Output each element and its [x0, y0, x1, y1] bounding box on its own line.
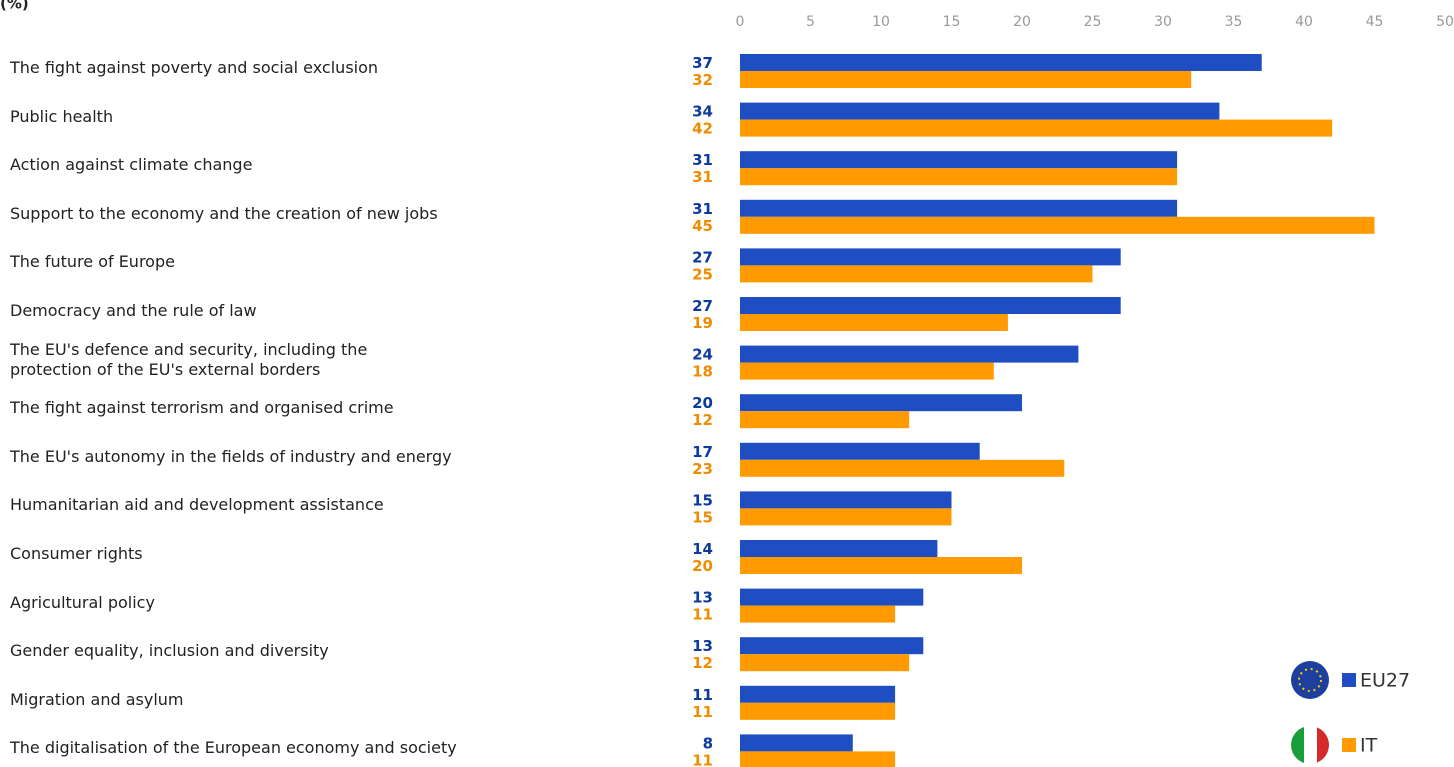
x-tick-label: 0	[736, 14, 745, 30]
bar	[740, 491, 952, 509]
bar	[740, 411, 910, 429]
bar	[740, 248, 1121, 266]
value-label: 42	[692, 120, 713, 138]
bar	[740, 265, 1093, 283]
bar	[740, 394, 1022, 412]
x-tick-label: 15	[943, 14, 961, 30]
legend-label: EU27	[1360, 670, 1410, 692]
value-label: 31	[692, 168, 713, 186]
value-label: 34	[692, 103, 713, 121]
legend-swatch	[1342, 738, 1356, 752]
value-label: 11	[692, 686, 713, 704]
value-label: 13	[692, 637, 713, 655]
value-label: 31	[692, 200, 713, 218]
value-label: 20	[692, 394, 713, 412]
category-label: Democracy and the rule of law	[10, 301, 257, 320]
value-label: 20	[692, 557, 713, 575]
value-label: 17	[692, 443, 713, 461]
value-label: 14	[692, 540, 713, 558]
category-label: Public health	[10, 106, 114, 126]
value-label: 12	[692, 654, 713, 672]
value-label: 11	[692, 606, 713, 624]
bar	[740, 345, 1079, 363]
x-tick-label: 10	[872, 14, 890, 30]
x-tick-label: 35	[1225, 14, 1243, 30]
value-label: 8	[703, 734, 713, 752]
value-label: 27	[692, 297, 713, 315]
bar	[740, 654, 910, 672]
bar	[740, 314, 1008, 331]
legend-label: IT	[1360, 735, 1378, 757]
bar	[740, 751, 896, 767]
bar	[740, 734, 853, 752]
x-tick-label: 5	[806, 14, 815, 30]
value-label: 15	[692, 491, 713, 509]
bar	[740, 685, 896, 703]
value-label: 11	[692, 703, 713, 721]
bar	[740, 588, 924, 606]
value-label: 11	[692, 751, 713, 767]
x-tick-label: 40	[1295, 14, 1313, 30]
bar	[740, 54, 1262, 71]
category-label: Migration and asylum	[10, 689, 184, 709]
bar	[740, 119, 1333, 137]
category-label: Agricultural policy	[10, 592, 155, 612]
category-label: The EU's defence and security, including…	[10, 339, 368, 379]
chart-title: (%)	[0, 0, 29, 13]
bar	[740, 102, 1220, 120]
value-label: 45	[692, 217, 713, 235]
category-label: The digitalisation of the European econo…	[10, 738, 457, 758]
value-label: 37	[692, 54, 713, 72]
category-label: Gender equality, inclusion and diversity	[10, 641, 329, 661]
legend-swatch	[1342, 673, 1356, 687]
bar	[740, 442, 980, 460]
bar	[740, 605, 896, 623]
category-label: Action against climate change	[10, 155, 253, 175]
bar	[740, 71, 1192, 88]
bar	[740, 151, 1178, 169]
value-label: 15	[692, 508, 713, 526]
bar	[740, 557, 1022, 574]
category-label: Humanitarian aid and development assista…	[10, 495, 384, 515]
value-label: 18	[692, 363, 713, 381]
it-flag	[1291, 726, 1329, 764]
category-label: The fight against terrorism and organise…	[10, 398, 394, 418]
category-label: The future of Europe	[10, 252, 175, 272]
category-label: The fight against poverty and social exc…	[10, 58, 379, 77]
value-label: 27	[692, 248, 713, 266]
category-label: Support to the economy and the creation …	[10, 203, 438, 223]
value-label: 19	[692, 314, 713, 332]
x-tick-label: 50	[1436, 14, 1454, 30]
bar	[740, 297, 1121, 314]
value-label: 31	[692, 151, 713, 169]
eu-flag	[1291, 661, 1329, 699]
bar	[740, 540, 938, 557]
category-label: The EU's autonomy in the fields of indus…	[10, 446, 452, 466]
bar	[740, 637, 924, 655]
bar	[740, 216, 1375, 234]
bar	[740, 459, 1065, 477]
x-tick-label: 20	[1013, 14, 1031, 30]
category-label: Consumer rights	[10, 544, 143, 563]
x-tick-label: 25	[1084, 14, 1102, 30]
bar	[740, 199, 1178, 217]
bar	[740, 168, 1178, 186]
x-tick-label: 30	[1154, 14, 1172, 30]
x-tick-label: 45	[1366, 14, 1384, 30]
bar	[740, 362, 994, 380]
value-label: 25	[692, 265, 713, 283]
value-label: 12	[692, 411, 713, 429]
value-label: 13	[692, 589, 713, 607]
bar	[740, 508, 952, 526]
value-label: 23	[692, 460, 713, 478]
value-label: 32	[692, 71, 713, 89]
bar	[740, 702, 896, 720]
value-label: 24	[692, 346, 713, 364]
